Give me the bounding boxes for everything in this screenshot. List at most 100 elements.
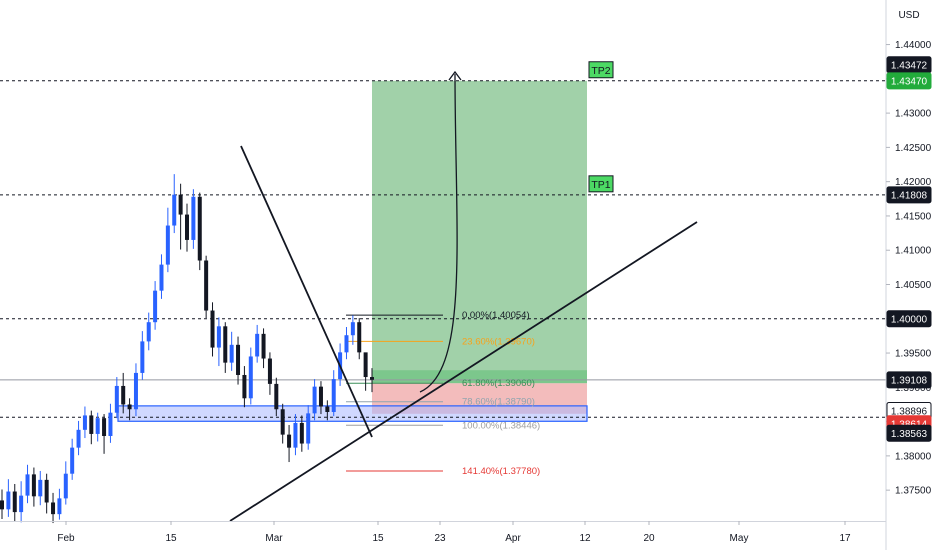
price-label-box — [886, 310, 932, 328]
price-tick-label: 1.40500 — [895, 280, 932, 291]
candle-body — [95, 418, 100, 434]
price-tick-label: 1.39500 — [895, 349, 932, 360]
candle-body — [12, 491, 17, 513]
candle-body — [261, 333, 266, 359]
target-badge[interactable] — [588, 61, 614, 79]
profit-zone[interactable] — [372, 80, 587, 384]
price-labels: 1.43472 1.43470 1.41808 1.40000 1.39108 1.388… — [886, 56, 932, 442]
candle-body — [248, 356, 253, 399]
price-tick-label: 1.42000 — [895, 177, 932, 188]
candle-body — [306, 413, 311, 444]
candle-body — [102, 418, 107, 436]
candle-body — [204, 260, 209, 311]
time-tick-label: 15 — [372, 533, 384, 544]
price-tick-label: 1.42500 — [895, 143, 932, 154]
candle-body — [191, 196, 196, 240]
price-tick-label: 1.41500 — [895, 211, 932, 222]
price-label-text: 1.40000 — [891, 315, 928, 326]
arrow-head-icon — [448, 70, 462, 81]
candle-body — [82, 415, 87, 430]
fib-level-label: 100.00%(1.38446) — [462, 420, 540, 431]
time-tick-label: 17 — [839, 533, 851, 544]
candle-body — [165, 225, 170, 265]
time-tick-label: 20 — [643, 533, 655, 544]
candle-body — [114, 385, 119, 413]
time-tick-label: Mar — [265, 533, 283, 544]
candle-body — [63, 473, 68, 499]
candles — [0, 174, 374, 524]
projection-arrow[interactable] — [419, 73, 458, 393]
price-tick-label: 1.44000 — [895, 40, 932, 51]
candle-body — [185, 214, 189, 240]
candle-body — [293, 422, 298, 448]
target-badge[interactable] — [588, 175, 614, 193]
fibonacci-levels: 0.00%(1.40054) 23.60%(1.39670) 61.80%(1.39… — [346, 310, 540, 477]
price-label-box — [886, 186, 932, 204]
candle-body — [76, 429, 81, 448]
candle-body — [280, 409, 285, 435]
price-tick-label: 1.37500 — [895, 486, 932, 497]
price-tick-label: 1.38000 — [895, 451, 932, 462]
candle-body — [146, 322, 151, 342]
candle-body — [159, 264, 164, 291]
candle-body — [312, 386, 317, 414]
price-label-text: 1.39108 — [891, 376, 928, 387]
fib-level-label: 61.80%(1.39060) — [462, 378, 535, 389]
candle-body — [223, 326, 228, 363]
candle-body — [6, 491, 11, 510]
candle-body — [38, 479, 43, 497]
candle-body — [287, 434, 292, 448]
price-tick-label: 1.43000 — [895, 109, 932, 120]
time-tick-label: Feb — [57, 533, 75, 544]
candle-body — [127, 404, 132, 410]
fib-level-label: 23.60%(1.39670) — [462, 336, 535, 347]
candle-body — [140, 341, 145, 373]
time-tick-label: Apr — [505, 533, 521, 544]
candle-body — [121, 385, 126, 405]
candle-body — [51, 502, 56, 515]
candle-body — [210, 310, 215, 348]
fib-level-label: 78.60%(1.38790) — [462, 397, 535, 408]
candle-body — [331, 379, 336, 413]
candle-body — [178, 194, 183, 215]
drawings — [229, 70, 698, 522]
target-badge-label: TP2 — [591, 65, 610, 77]
candle-body — [108, 412, 113, 436]
candle-body — [133, 372, 138, 410]
candle-body — [325, 406, 330, 413]
time-tick-label: 23 — [434, 533, 446, 544]
candle-body — [363, 352, 368, 378]
price-label-text: 1.38896 — [891, 406, 928, 417]
candle-body — [255, 333, 260, 357]
price-label-box — [886, 424, 932, 442]
descending-trendline[interactable] — [240, 145, 373, 438]
ascending-trendline[interactable] — [229, 221, 698, 522]
candle-body — [229, 344, 234, 363]
price-label-text: 1.41808 — [891, 191, 928, 202]
candle-body — [318, 386, 323, 407]
candle-body — [236, 344, 241, 375]
target-badge-label: TP1 — [591, 179, 610, 191]
candle-body — [197, 196, 202, 261]
candle-body — [370, 377, 374, 380]
target-badges: TP2 TP1 — [588, 61, 614, 193]
candle-body — [31, 474, 36, 497]
price-label-box — [886, 72, 932, 90]
candle-body — [57, 498, 62, 515]
candle-body — [242, 374, 247, 399]
time-tick-label: 15 — [165, 533, 177, 544]
candle-body — [70, 447, 75, 474]
support-zone[interactable] — [117, 405, 588, 422]
time-tick-label: May — [730, 533, 749, 544]
time-tick-label: 12 — [579, 533, 591, 544]
price-label-text: 1.38563 — [891, 429, 928, 440]
price-label-text: 1.43472 — [891, 61, 928, 72]
candle-body — [25, 474, 30, 496]
candle-body — [267, 358, 272, 384]
candle-body — [0, 500, 4, 510]
candle-body — [89, 415, 94, 434]
candle-body — [344, 335, 349, 353]
candle-body — [172, 194, 177, 226]
